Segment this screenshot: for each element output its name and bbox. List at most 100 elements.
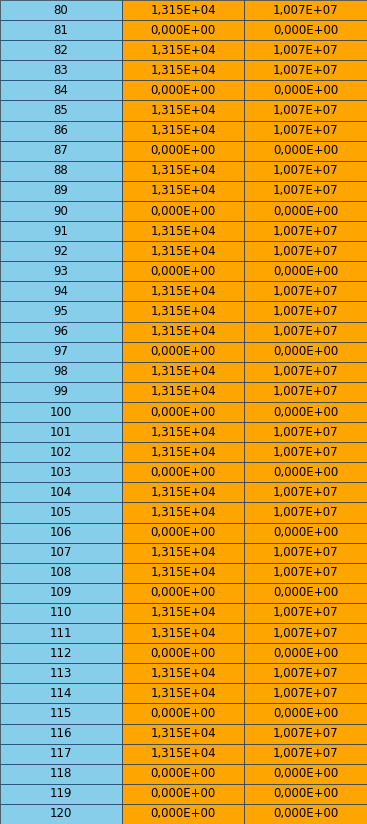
Bar — [0, 81, 122, 101]
Text: 1,007E+07: 1,007E+07 — [273, 245, 338, 258]
Text: 0,000E+00: 0,000E+00 — [273, 647, 338, 660]
Text: 1,315E+04: 1,315E+04 — [150, 325, 216, 338]
Bar — [122, 20, 244, 40]
Bar — [122, 120, 244, 141]
Bar — [0, 120, 122, 141]
Text: 0,000E+00: 0,000E+00 — [273, 788, 338, 800]
Bar — [244, 583, 367, 603]
Text: 98: 98 — [54, 365, 68, 378]
Text: 0,000E+00: 0,000E+00 — [150, 345, 216, 358]
Text: 1,007E+07: 1,007E+07 — [273, 667, 338, 680]
Text: 115: 115 — [50, 707, 72, 720]
Bar — [244, 522, 367, 543]
Bar — [244, 221, 367, 241]
Text: 1,315E+04: 1,315E+04 — [150, 245, 216, 258]
Bar — [122, 482, 244, 503]
Bar — [0, 321, 122, 342]
Text: 103: 103 — [50, 466, 72, 479]
Text: 1,315E+04: 1,315E+04 — [150, 727, 216, 740]
Text: 102: 102 — [50, 446, 72, 459]
Text: 1,315E+04: 1,315E+04 — [150, 486, 216, 499]
Bar — [122, 723, 244, 743]
Bar — [122, 603, 244, 623]
Bar — [244, 563, 367, 583]
Text: 1,315E+04: 1,315E+04 — [150, 426, 216, 438]
Bar — [0, 281, 122, 302]
Text: 0,000E+00: 0,000E+00 — [150, 587, 216, 599]
Bar — [122, 321, 244, 342]
Text: 1,315E+04: 1,315E+04 — [150, 63, 216, 77]
Bar — [244, 101, 367, 120]
Bar — [244, 60, 367, 81]
Bar — [0, 101, 122, 120]
Text: 1,315E+04: 1,315E+04 — [150, 164, 216, 177]
Text: 109: 109 — [50, 587, 72, 599]
Text: 1,007E+07: 1,007E+07 — [273, 506, 338, 519]
Text: 0,000E+00: 0,000E+00 — [273, 808, 338, 821]
Text: 1,007E+07: 1,007E+07 — [273, 3, 338, 16]
Bar — [122, 60, 244, 81]
Bar — [244, 422, 367, 442]
Text: 93: 93 — [54, 265, 68, 278]
Bar — [122, 402, 244, 422]
Bar — [0, 764, 122, 784]
Bar — [244, 503, 367, 522]
Bar — [0, 462, 122, 482]
Text: 1,315E+04: 1,315E+04 — [150, 3, 216, 16]
Bar — [244, 241, 367, 261]
Bar — [244, 683, 367, 704]
Text: 1,315E+04: 1,315E+04 — [150, 386, 216, 398]
Text: 101: 101 — [50, 426, 72, 438]
Bar — [244, 743, 367, 764]
Text: 0,000E+00: 0,000E+00 — [150, 24, 216, 36]
Bar — [122, 0, 244, 20]
Bar — [0, 522, 122, 543]
Text: 0,000E+00: 0,000E+00 — [150, 204, 216, 218]
Bar — [0, 482, 122, 503]
Text: 0,000E+00: 0,000E+00 — [273, 466, 338, 479]
Text: 1,007E+07: 1,007E+07 — [273, 566, 338, 579]
Bar — [244, 764, 367, 784]
Bar — [244, 623, 367, 643]
Text: 86: 86 — [54, 124, 68, 137]
Bar — [0, 261, 122, 281]
Bar — [0, 402, 122, 422]
Bar — [244, 141, 367, 161]
Text: 0,000E+00: 0,000E+00 — [150, 647, 216, 660]
Bar — [122, 101, 244, 120]
Text: 1,007E+07: 1,007E+07 — [273, 305, 338, 318]
Text: 99: 99 — [54, 386, 69, 398]
Text: 120: 120 — [50, 808, 72, 821]
Text: 114: 114 — [50, 687, 72, 700]
Text: 1,007E+07: 1,007E+07 — [273, 486, 338, 499]
Bar — [0, 583, 122, 603]
Text: 1,007E+07: 1,007E+07 — [273, 185, 338, 198]
Text: 0,000E+00: 0,000E+00 — [150, 84, 216, 97]
Text: 0,000E+00: 0,000E+00 — [273, 24, 338, 36]
Text: 1,315E+04: 1,315E+04 — [150, 546, 216, 559]
Text: 1,315E+04: 1,315E+04 — [150, 185, 216, 198]
Bar — [122, 764, 244, 784]
Bar — [0, 743, 122, 764]
Bar — [122, 583, 244, 603]
Text: 0,000E+00: 0,000E+00 — [273, 144, 338, 157]
Bar — [0, 241, 122, 261]
Text: 0,000E+00: 0,000E+00 — [150, 707, 216, 720]
Text: 0,000E+00: 0,000E+00 — [150, 405, 216, 419]
Text: 80: 80 — [54, 3, 68, 16]
Bar — [244, 663, 367, 683]
Bar — [122, 141, 244, 161]
Text: 89: 89 — [54, 185, 68, 198]
Bar — [0, 362, 122, 382]
Text: 82: 82 — [54, 44, 68, 57]
Text: 116: 116 — [50, 727, 72, 740]
Text: 95: 95 — [54, 305, 68, 318]
Bar — [244, 543, 367, 563]
Text: 96: 96 — [54, 325, 69, 338]
Text: 1,315E+04: 1,315E+04 — [150, 225, 216, 237]
Bar — [122, 342, 244, 362]
Bar — [122, 663, 244, 683]
Bar — [0, 643, 122, 663]
Bar — [122, 784, 244, 804]
Text: 1,315E+04: 1,315E+04 — [150, 626, 216, 639]
